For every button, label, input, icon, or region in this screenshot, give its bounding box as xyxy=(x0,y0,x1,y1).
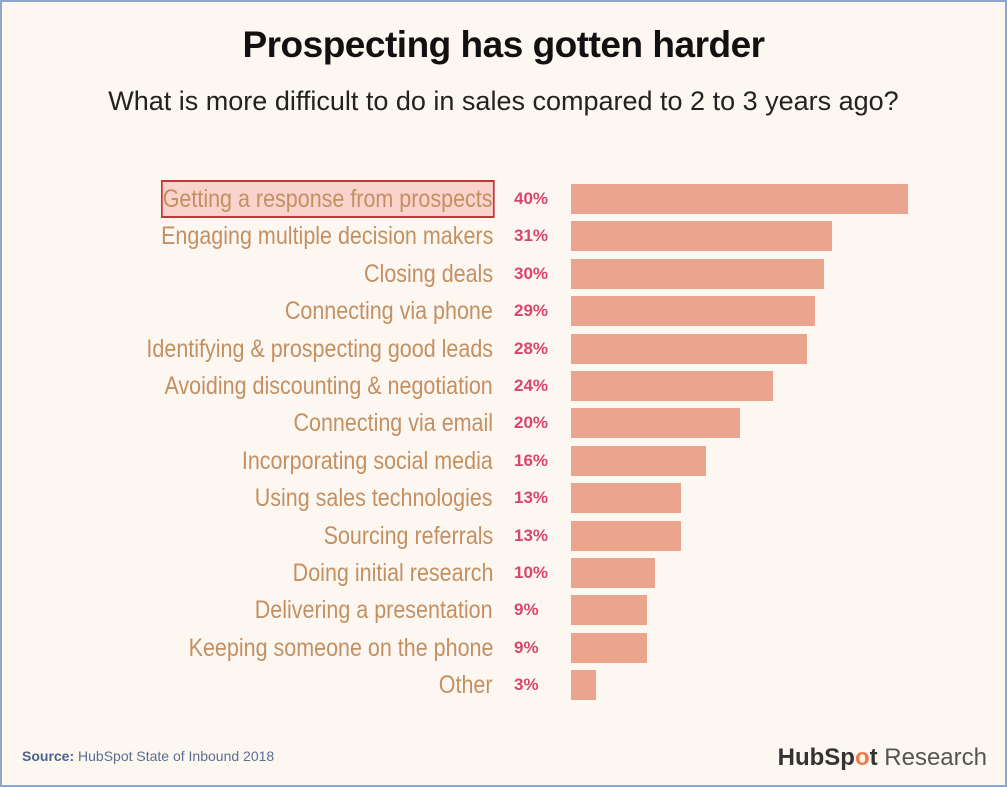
value-label: 10% xyxy=(514,563,549,582)
bar xyxy=(571,221,832,252)
bar xyxy=(571,371,773,401)
category-label: Incorporating social media xyxy=(242,446,493,475)
brand-t-text: t xyxy=(869,744,878,771)
sprocket-icon: o xyxy=(854,744,870,771)
value-label: 9% xyxy=(514,600,539,620)
bar xyxy=(571,558,655,588)
category-label: Doing initial research xyxy=(292,559,493,587)
value-label: 31% xyxy=(514,226,549,246)
hubspot-research-logo: HubSpot Research xyxy=(778,744,987,772)
value-label: 24% xyxy=(514,376,549,395)
chart-subtitle: What is more difficult to do in sales co… xyxy=(108,86,899,116)
value-label: 9% xyxy=(514,637,539,657)
value-label: 13% xyxy=(514,525,549,545)
bar xyxy=(571,333,807,364)
value-label: 40% xyxy=(514,189,549,208)
bar xyxy=(571,408,740,439)
brand-research-text: Research xyxy=(877,744,987,771)
source-text: HubSpot State of Inbound 2018 xyxy=(78,748,275,764)
value-label: 13% xyxy=(514,488,549,508)
chart-title: Prospecting has gotten harder xyxy=(242,24,765,65)
category-label: Getting a response from prospects xyxy=(161,180,495,218)
bar xyxy=(571,670,596,701)
bar xyxy=(571,258,824,289)
category-label: Delivering a presentation xyxy=(255,596,493,625)
bar xyxy=(571,184,908,214)
bar xyxy=(571,445,706,476)
value-label: 30% xyxy=(514,263,549,283)
category-label: Connecting via email xyxy=(293,409,493,438)
value-label: 3% xyxy=(514,675,539,695)
bar xyxy=(571,296,815,327)
category-label: Closing deals xyxy=(363,259,493,288)
category-label: Keeping someone on the phone xyxy=(188,633,493,662)
value-label: 16% xyxy=(514,450,549,470)
value-label: 28% xyxy=(514,338,549,358)
category-label: Using sales technologies xyxy=(255,484,493,513)
category-label: Sourcing referrals xyxy=(323,521,493,550)
bar xyxy=(571,520,681,551)
bar xyxy=(571,595,647,626)
category-label: Identifying & prospecting good leads xyxy=(146,334,493,363)
brand-hub-text: HubSp xyxy=(777,744,855,771)
category-label: Connecting via phone xyxy=(285,297,493,326)
source-label: Source: xyxy=(22,748,75,764)
category-label: Engaging multiple decision makers xyxy=(160,222,493,251)
source-note: Source: HubSpot State of Inbound 2018 xyxy=(22,748,274,764)
value-label: 20% xyxy=(514,413,549,433)
category-label: Other xyxy=(439,671,493,700)
bar xyxy=(571,483,681,514)
bar xyxy=(571,632,647,663)
value-label: 29% xyxy=(514,301,549,321)
category-label: Avoiding discounting & negotiation xyxy=(164,372,493,400)
